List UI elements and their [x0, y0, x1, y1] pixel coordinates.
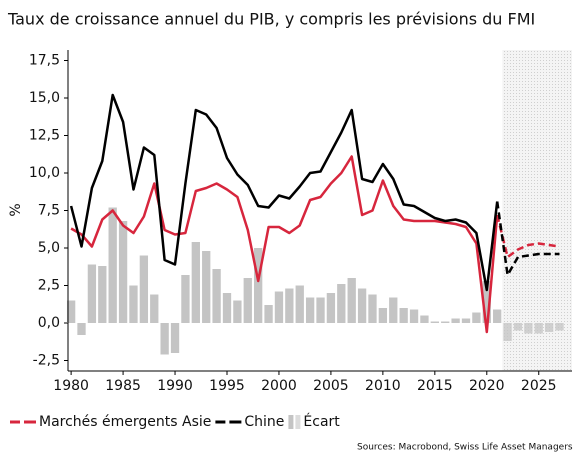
gap-bar: [368, 294, 377, 323]
gap-bar: [274, 291, 284, 323]
forecast-area: [502, 50, 572, 371]
gap-bar: [544, 323, 554, 332]
gap-bar: [326, 293, 336, 323]
legend-swatch: [295, 415, 301, 429]
forecast-line: [495, 201, 560, 277]
gap-bar: [118, 221, 128, 323]
y-axis-label: %: [8, 203, 24, 216]
gap-bar: [181, 275, 190, 323]
x-tick-label: 2025: [521, 378, 557, 394]
gap-bar: [129, 285, 138, 323]
x-tick-label: 2000: [261, 378, 297, 394]
x-tick-label: 1985: [105, 378, 141, 394]
gap-bar: [472, 312, 481, 323]
y-tick-label: 7,5: [38, 203, 60, 219]
gap-bar: [430, 321, 439, 323]
gap-bar: [378, 308, 388, 323]
legend-label: Chine: [244, 414, 284, 430]
gap-bar: [451, 318, 460, 323]
gap-bar: [285, 288, 294, 323]
gap-bar: [212, 269, 221, 323]
gap-bar: [493, 309, 502, 323]
gap-bar: [170, 323, 180, 353]
gap-bar: [191, 242, 200, 323]
x-tick-label: 2010: [365, 378, 401, 394]
legend-label: Écart: [303, 413, 340, 430]
x-tick-label: 1995: [209, 378, 245, 394]
x-tick-label: 1990: [157, 378, 193, 394]
x-tick-label: 1980: [53, 378, 89, 394]
gap-bar: [295, 285, 304, 323]
chart-title: Taux de croissance annuel du PIB, y comp…: [7, 10, 535, 29]
gap-bar: [77, 323, 86, 335]
y-tick-label: -2,5: [33, 353, 60, 369]
y-tick-label: 2,5: [38, 278, 60, 294]
gap-bar: [409, 309, 419, 323]
gap-bar: [316, 297, 325, 323]
gap-bar: [337, 284, 346, 323]
forecast-line: [495, 214, 560, 259]
gap-bar: [254, 248, 263, 323]
x-tick-label: 2020: [469, 378, 505, 394]
gap-bar: [139, 255, 149, 323]
gap-bar: [160, 323, 169, 355]
gap-bar: [503, 323, 512, 341]
gap-bar: [243, 278, 252, 323]
gap-bar: [357, 288, 367, 323]
gap-bar: [87, 264, 97, 323]
gap-bar: [534, 323, 543, 334]
legend-swatch: [288, 415, 294, 429]
y-tick-label: 12,5: [29, 128, 60, 144]
gap-bar: [264, 305, 273, 323]
x-tick-label: 2015: [417, 378, 453, 394]
gap-bar: [222, 293, 232, 323]
gap-bar: [202, 251, 211, 323]
gap-bar: [399, 308, 408, 323]
gap-bar: [482, 281, 491, 323]
y-tick-label: 15,0: [29, 90, 60, 106]
gap-bar: [555, 323, 564, 331]
gap-bar: [150, 294, 159, 323]
gap-bar: [513, 323, 523, 331]
y-tick-label: 17,5: [29, 53, 60, 69]
gap-bar: [389, 297, 398, 323]
gap-bar: [305, 297, 315, 323]
y-tick-label: 0,0: [38, 315, 60, 331]
line: [70, 155, 499, 334]
gap-bar: [420, 315, 429, 323]
y-tick-label: 10,0: [29, 165, 60, 181]
gap-bar: [524, 323, 533, 334]
gap-bar: [66, 300, 76, 323]
source: Sources: Macrobond, Swiss Life Asset Man…: [357, 443, 573, 452]
gap-bar: [98, 266, 107, 323]
gap-bar: [347, 278, 356, 323]
gap-bar: [108, 207, 117, 323]
gap-bar: [461, 318, 471, 323]
gap-bar: [441, 321, 450, 323]
legend-label: Marchés émergents Asie: [39, 414, 211, 430]
line: [69, 93, 499, 292]
x-tick-label: 2005: [313, 378, 349, 394]
gap-bar: [233, 300, 242, 323]
y-tick-label: 5,0: [38, 240, 60, 256]
